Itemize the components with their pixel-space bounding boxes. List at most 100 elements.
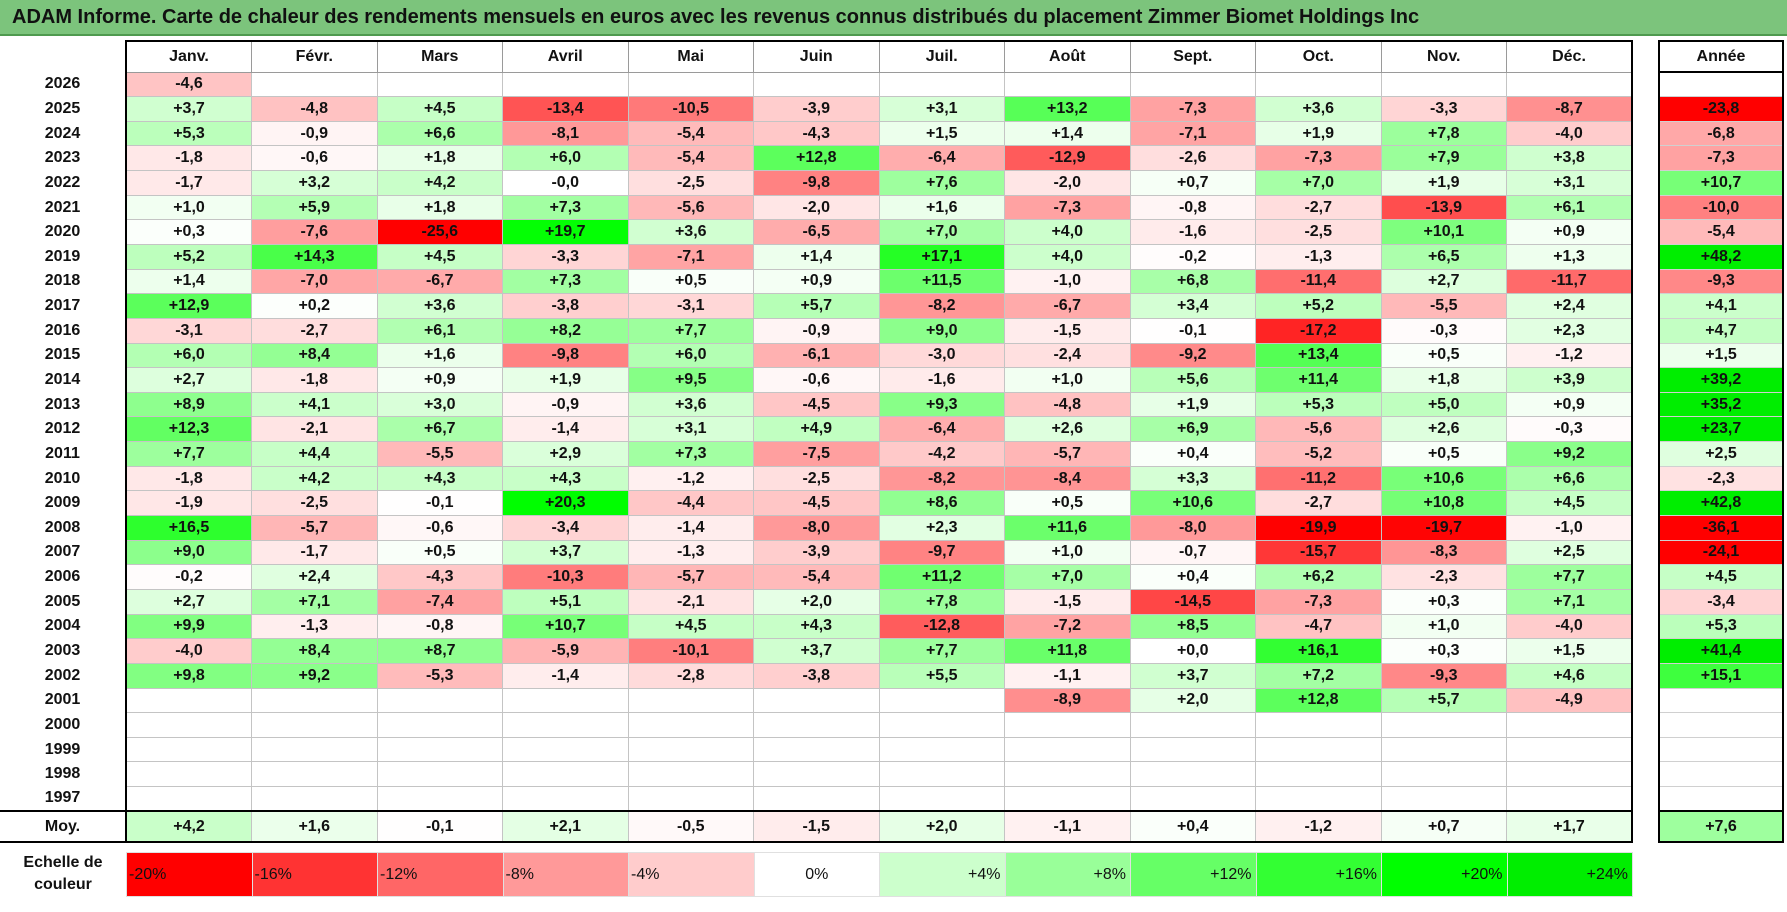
annual-row — [1658, 687, 1784, 714]
average-cell: +1,7 — [1506, 810, 1633, 844]
year-label: 2006 — [44, 568, 81, 586]
heatmap-cell: -5,6 — [627, 194, 754, 221]
average-cell: +4,2 — [125, 810, 252, 844]
annual-cell: +42,8 — [1658, 490, 1784, 517]
heatmap-cell — [251, 786, 378, 813]
heatmap-cell: +2,7 — [125, 367, 252, 393]
heatmap-cell — [376, 71, 503, 98]
annual-row: -24,1 — [1658, 539, 1784, 566]
heatmap-cell: -4,7 — [1255, 613, 1382, 640]
heatmap-cell: +7,8 — [1380, 120, 1507, 147]
annual-cell: +39,2 — [1658, 367, 1784, 393]
heatmap-cell: +1,8 — [376, 194, 503, 221]
heatmap-cell: -8,3 — [1380, 539, 1507, 566]
annual-row: -10,0 — [1658, 194, 1784, 221]
annual-row: -6,8 — [1658, 120, 1784, 147]
heatmap-cell: -2,7 — [1255, 490, 1382, 517]
heatmap-cell: -0,9 — [251, 120, 378, 147]
heatmap-cell: +4,3 — [376, 465, 503, 492]
month-header: Mai — [627, 40, 754, 73]
year-label: 2000 — [44, 715, 81, 733]
year-label: 2023 — [44, 149, 81, 167]
heatmap-cell: -1,6 — [1129, 219, 1256, 245]
heatmap-cell — [376, 736, 503, 763]
heatmap-cell: -2,0 — [1004, 170, 1131, 196]
heatmap-cell: +3,6 — [1255, 96, 1382, 122]
heatmap-cell — [1506, 786, 1633, 813]
heatmap-cell — [125, 687, 252, 714]
heatmap-cell: +1,8 — [1380, 367, 1507, 393]
heatmap-cell: -3,9 — [753, 539, 880, 566]
annual-row — [1658, 736, 1784, 763]
heatmap-row: 2001 -8,9 +2,0 +12,8 +5,7 -4,9 — [0, 687, 1633, 714]
annual-row: +4,5 — [1658, 564, 1784, 590]
heatmap-cell: +7,0 — [1255, 170, 1382, 196]
heatmap-cell: +0,0 — [1129, 638, 1256, 664]
heatmap-cell: +0,4 — [1129, 564, 1256, 590]
heatmap-cell — [1255, 786, 1382, 813]
heatmap-cell: +2,7 — [1380, 268, 1507, 295]
heatmap-cell: -4,8 — [1004, 391, 1131, 418]
heatmap-cell: -2,8 — [627, 662, 754, 689]
heatmap-cell: -1,7 — [251, 539, 378, 566]
year-label: 2016 — [44, 321, 81, 339]
heatmap-cell: +1,9 — [1129, 391, 1256, 418]
annual-cell: -7,3 — [1658, 145, 1784, 172]
heatmap-cell: +2,5 — [1506, 539, 1633, 566]
heatmap-cell: -0,8 — [1129, 194, 1256, 221]
heatmap-cell: +8,4 — [251, 342, 378, 369]
annual-cell: +35,2 — [1658, 391, 1784, 418]
heatmap-cell: +0,9 — [753, 268, 880, 295]
heatmap-cell: +10,6 — [1380, 465, 1507, 492]
heatmap-cell: +0,5 — [1004, 490, 1131, 517]
annual-cell: +1,5 — [1658, 342, 1784, 369]
average-cell: +0,4 — [1129, 810, 1256, 844]
heatmap-cell: -5,4 — [627, 120, 754, 147]
heatmap-cell: +4,5 — [376, 243, 503, 270]
chart-title: ADAM Informe. Carte de chaleur des rende… — [12, 6, 1420, 28]
heatmap-cell: -6,7 — [376, 268, 503, 295]
year-label: 2004 — [44, 617, 81, 635]
heatmap-cell: +0,5 — [376, 539, 503, 566]
heatmap-cell: -7,2 — [1004, 613, 1131, 640]
heatmap-cell: +1,8 — [376, 145, 503, 172]
heatmap-cell: +12,3 — [125, 416, 252, 443]
heatmap-cell — [627, 786, 754, 813]
heatmap-cell: -4,2 — [878, 441, 1005, 467]
heatmap-cell — [1380, 71, 1507, 98]
heatmap-cell: -8,0 — [1129, 515, 1256, 541]
month-header: Sept. — [1129, 40, 1256, 73]
heatmap-cell: +3,4 — [1129, 293, 1256, 319]
year-label: 2025 — [44, 99, 81, 117]
heatmap-cell: -19,7 — [1380, 515, 1507, 541]
color-scale-swatch: -20% — [126, 852, 253, 897]
heatmap-cell: -2,4 — [1004, 342, 1131, 369]
heatmap-cell: +1,9 — [1380, 170, 1507, 196]
heatmap-cell: +5,3 — [1255, 391, 1382, 418]
heatmap-cell: -7,5 — [753, 441, 880, 467]
heatmap-cell — [376, 687, 503, 714]
year-label: 2001 — [44, 691, 81, 709]
heatmap-cell: +5,7 — [753, 293, 880, 319]
average-cell: -1,5 — [753, 810, 880, 844]
heatmap-cell: +6,9 — [1129, 416, 1256, 443]
heatmap-cell — [878, 736, 1005, 763]
annual-cell: +15,1 — [1658, 662, 1784, 689]
heatmap-cell: +6,5 — [1380, 243, 1507, 270]
month-header: Juil. — [878, 40, 1005, 73]
heatmap-cell: -4,3 — [376, 564, 503, 590]
heatmap-cell: +7,7 — [125, 441, 252, 467]
month-header: Mars — [376, 40, 503, 73]
year-label: 2020 — [44, 223, 81, 241]
heatmap-cell: +10,6 — [1129, 490, 1256, 517]
heatmap-cell — [125, 761, 252, 788]
year-label: 2022 — [44, 173, 81, 191]
heatmap-cell — [502, 687, 629, 714]
annual-cell: +23,7 — [1658, 416, 1784, 443]
heatmap-cell: +7,6 — [878, 170, 1005, 196]
header-corner — [0, 41, 126, 72]
month-header: Avril — [502, 40, 629, 73]
annual-row: +4,7 — [1658, 317, 1784, 344]
heatmap-cell: -6,4 — [878, 416, 1005, 443]
color-scale-label: Echelle de couleur — [23, 854, 103, 893]
